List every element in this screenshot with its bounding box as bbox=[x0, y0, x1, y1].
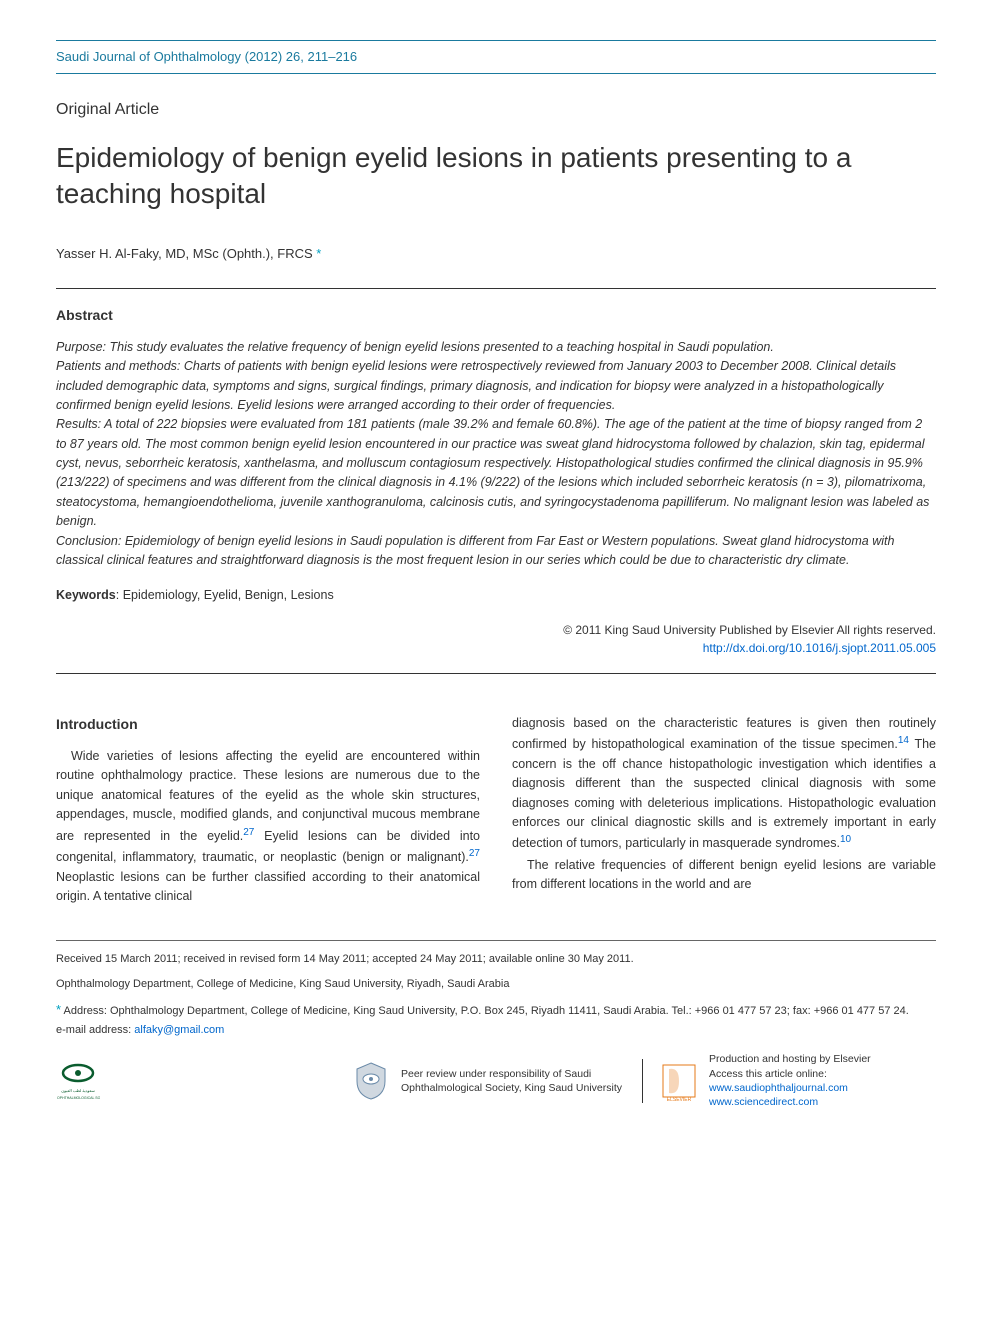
vertical-divider bbox=[642, 1059, 643, 1103]
article-type: Original Article bbox=[56, 98, 936, 122]
ref-27b[interactable]: 27 bbox=[469, 848, 480, 859]
conclusion-text: Epidemiology of benign eyelid lesions in… bbox=[56, 534, 894, 567]
n-symbol: n bbox=[806, 475, 813, 489]
logos-row: سعودية لطب العيون SAUDI OPHTHALMOLOGICAL… bbox=[56, 1052, 936, 1109]
ref-14[interactable]: 14 bbox=[898, 735, 909, 746]
copyright-block: © 2011 King Saud University Published by… bbox=[56, 621, 936, 657]
journal-link[interactable]: www.saudiophthaljournal.com bbox=[709, 1082, 848, 1094]
elsevier-line1: Production and hosting by Elsevier bbox=[709, 1052, 936, 1066]
correspondence: * Address: Ophthalmology Department, Col… bbox=[56, 1000, 936, 1020]
svg-text:ELSEVIER: ELSEVIER bbox=[667, 1097, 692, 1103]
copyright-text: © 2011 King Saud University Published by… bbox=[56, 621, 936, 639]
keywords-label: Keywords: bbox=[56, 588, 123, 602]
email-line: e-mail address: alfaky@gmail.com bbox=[56, 1022, 936, 1039]
sos-logo-cell: سعودية لطب العيون SAUDI OPHTHALMOLOGICAL… bbox=[56, 1059, 335, 1103]
sciencedirect-link[interactable]: www.sciencedirect.com bbox=[709, 1096, 818, 1108]
divider bbox=[56, 673, 936, 674]
corr-text: Address: Ophthalmology Department, Colle… bbox=[61, 1005, 909, 1017]
article-title: Epidemiology of benign eyelid lesions in… bbox=[56, 140, 936, 213]
methods-label: Patients and methods: bbox=[56, 359, 180, 373]
author-line: Yasser H. Al-Faky, MD, MSc (Ophth.), FRC… bbox=[56, 244, 936, 264]
purpose-text: This study evaluates the relative freque… bbox=[110, 340, 774, 354]
elsevier-text: Production and hosting by Elsevier Acces… bbox=[709, 1052, 936, 1109]
intro-heading: Introduction bbox=[56, 714, 480, 735]
journal-header: Saudi Journal of Ophthalmology (2012) 26… bbox=[56, 40, 936, 74]
ref-10[interactable]: 10 bbox=[840, 834, 851, 845]
body-columns: Introduction Wide varieties of lesions a… bbox=[56, 714, 936, 908]
divider bbox=[56, 288, 936, 289]
doi-link[interactable]: http://dx.doi.org/10.1016/j.sjopt.2011.0… bbox=[703, 641, 936, 655]
corr-star-icon: * bbox=[316, 246, 321, 261]
conclusion-label: Conclusion: bbox=[56, 534, 121, 548]
shield-icon bbox=[349, 1059, 393, 1103]
peer-review-text: Peer review under responsibility of Saud… bbox=[401, 1067, 628, 1095]
elsevier-line2a: Access this article online: bbox=[709, 1068, 827, 1080]
abstract-body: Purpose: This study evaluates the relati… bbox=[56, 338, 936, 571]
elsevier-cell: ELSEVIER Production and hosting by Elsev… bbox=[657, 1052, 936, 1109]
email-link[interactable]: alfaky@gmail.com bbox=[134, 1024, 224, 1036]
affiliation: Ophthalmology Department, College of Med… bbox=[56, 976, 936, 993]
email-label: e-mail address: bbox=[56, 1024, 134, 1036]
sos-logo-icon: سعودية لطب العيون SAUDI OPHTHALMOLOGICAL… bbox=[56, 1059, 100, 1103]
keywords-values: Epidemiology, Eyelid, Benign, Lesions bbox=[123, 588, 334, 602]
intro-p1c: Neoplastic lesions can be further classi… bbox=[56, 870, 480, 903]
intro-text-right: diagnosis based on the characteristic fe… bbox=[512, 714, 936, 895]
intro-p2a: diagnosis based on the characteristic fe… bbox=[512, 716, 936, 752]
intro-text-left: Wide varieties of lesions affecting the … bbox=[56, 747, 480, 906]
intro-p3: The relative frequencies of different be… bbox=[512, 858, 936, 891]
methods-text: Charts of patients with benign eyelid le… bbox=[56, 359, 896, 412]
purpose-label: Purpose: bbox=[56, 340, 106, 354]
ref-27a[interactable]: 27 bbox=[243, 827, 254, 838]
keywords-line: Keywords: Epidemiology, Eyelid, Benign, … bbox=[56, 586, 936, 605]
column-left: Introduction Wide varieties of lesions a… bbox=[56, 714, 480, 908]
svg-text:SAUDI OPHTHALMOLOGICAL SOCIETY: SAUDI OPHTHALMOLOGICAL SOCIETY bbox=[56, 1096, 100, 1100]
results-text-1: A total of 222 biopsies were evaluated f… bbox=[56, 417, 925, 489]
author-name: Yasser H. Al-Faky, MD, MSc (Ophth.), FRC… bbox=[56, 246, 313, 261]
footer: Received 15 March 2011; received in revi… bbox=[56, 940, 936, 1109]
article-dates: Received 15 March 2011; received in revi… bbox=[56, 951, 936, 968]
svg-text:سعودية لطب العيون: سعودية لطب العيون bbox=[61, 1088, 95, 1093]
abstract-heading: Abstract bbox=[56, 305, 936, 326]
peer-review-cell: Peer review under responsibility of Saud… bbox=[349, 1059, 628, 1103]
intro-p2b: The concern is the off chance histopatho… bbox=[512, 738, 936, 851]
column-right: diagnosis based on the characteristic fe… bbox=[512, 714, 936, 908]
elsevier-logo-icon: ELSEVIER bbox=[657, 1059, 701, 1103]
results-label: Results: bbox=[56, 417, 101, 431]
